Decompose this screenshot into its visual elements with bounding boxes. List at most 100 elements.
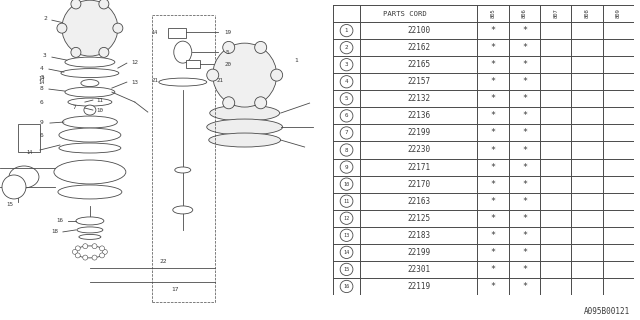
Text: *: * — [522, 282, 527, 291]
Circle shape — [76, 253, 80, 258]
Text: 8: 8 — [40, 85, 44, 91]
Text: A095B00121: A095B00121 — [584, 307, 630, 316]
Text: *: * — [522, 26, 527, 35]
Circle shape — [71, 0, 81, 9]
Text: 16: 16 — [56, 219, 63, 223]
Text: 21: 21 — [216, 77, 223, 83]
Circle shape — [113, 23, 123, 33]
Text: 5: 5 — [345, 96, 348, 101]
Text: *: * — [522, 43, 527, 52]
Text: 7: 7 — [73, 105, 77, 109]
Text: PARTS CORD: PARTS CORD — [383, 11, 427, 17]
Text: 14: 14 — [152, 30, 158, 35]
Ellipse shape — [65, 57, 115, 67]
Text: *: * — [491, 60, 495, 69]
Text: 809: 809 — [616, 9, 621, 19]
Text: 5: 5 — [40, 75, 44, 80]
Text: 22157: 22157 — [407, 77, 430, 86]
Ellipse shape — [58, 185, 122, 199]
Circle shape — [62, 0, 118, 56]
Text: 14: 14 — [39, 80, 45, 84]
Text: *: * — [491, 26, 495, 35]
Text: 13: 13 — [344, 233, 349, 238]
Ellipse shape — [207, 119, 283, 135]
Text: 13: 13 — [131, 80, 138, 84]
Circle shape — [223, 97, 235, 109]
Circle shape — [83, 255, 88, 260]
Ellipse shape — [79, 235, 101, 239]
Text: *: * — [491, 180, 495, 188]
Circle shape — [2, 175, 26, 199]
Circle shape — [76, 246, 80, 251]
Text: *: * — [522, 231, 527, 240]
Text: 9: 9 — [40, 120, 44, 124]
Text: *: * — [522, 146, 527, 155]
Ellipse shape — [81, 80, 99, 87]
Text: *: * — [491, 43, 495, 52]
Circle shape — [223, 41, 235, 53]
Ellipse shape — [59, 143, 121, 153]
Circle shape — [92, 244, 97, 249]
Text: 6: 6 — [40, 100, 44, 105]
Text: 15: 15 — [344, 267, 349, 272]
Text: 9: 9 — [345, 164, 348, 170]
Text: 15: 15 — [6, 203, 13, 207]
Ellipse shape — [65, 87, 115, 97]
Text: *: * — [491, 111, 495, 120]
Text: 22170: 22170 — [407, 180, 430, 188]
Text: *: * — [522, 214, 527, 223]
Ellipse shape — [54, 160, 126, 184]
Ellipse shape — [159, 78, 207, 86]
Text: 22199: 22199 — [407, 248, 430, 257]
Text: 6: 6 — [345, 113, 348, 118]
Text: 10: 10 — [97, 108, 104, 113]
Text: 12: 12 — [344, 216, 349, 221]
Text: 22230: 22230 — [407, 146, 430, 155]
Ellipse shape — [174, 41, 192, 63]
Text: *: * — [491, 265, 495, 274]
Text: 22132: 22132 — [407, 94, 430, 103]
Text: *: * — [522, 265, 527, 274]
Text: 22171: 22171 — [407, 163, 430, 172]
Bar — [18, 124, 40, 152]
Text: *: * — [522, 60, 527, 69]
Ellipse shape — [209, 133, 281, 147]
Text: 6: 6 — [40, 132, 44, 138]
Ellipse shape — [77, 227, 103, 233]
Text: 14: 14 — [39, 76, 45, 81]
Text: *: * — [491, 214, 495, 223]
Text: 22199: 22199 — [407, 128, 430, 138]
Text: 1: 1 — [295, 58, 298, 63]
Text: 22163: 22163 — [407, 197, 430, 206]
Text: *: * — [491, 94, 495, 103]
Circle shape — [99, 246, 104, 251]
Text: 808: 808 — [584, 9, 589, 19]
Text: 20: 20 — [224, 62, 231, 67]
Ellipse shape — [68, 98, 112, 106]
Text: 8: 8 — [345, 148, 348, 153]
Text: 11: 11 — [97, 98, 104, 103]
Circle shape — [212, 43, 276, 107]
Text: 5: 5 — [226, 50, 230, 55]
Text: *: * — [522, 163, 527, 172]
Text: *: * — [491, 128, 495, 138]
Ellipse shape — [61, 68, 119, 77]
Text: *: * — [522, 111, 527, 120]
Text: 4: 4 — [345, 79, 348, 84]
Text: 3: 3 — [43, 52, 47, 58]
Text: 3: 3 — [345, 62, 348, 67]
Ellipse shape — [63, 116, 117, 128]
Text: *: * — [491, 197, 495, 206]
Circle shape — [255, 41, 267, 53]
Text: 4: 4 — [40, 66, 44, 71]
Text: 22125: 22125 — [407, 214, 430, 223]
Circle shape — [72, 249, 77, 254]
Text: *: * — [491, 146, 495, 155]
Text: 17: 17 — [171, 287, 179, 292]
Text: 1: 1 — [345, 28, 348, 33]
Text: *: * — [522, 128, 527, 138]
Text: *: * — [491, 77, 495, 86]
Circle shape — [207, 69, 219, 81]
Circle shape — [57, 23, 67, 33]
Text: *: * — [522, 77, 527, 86]
